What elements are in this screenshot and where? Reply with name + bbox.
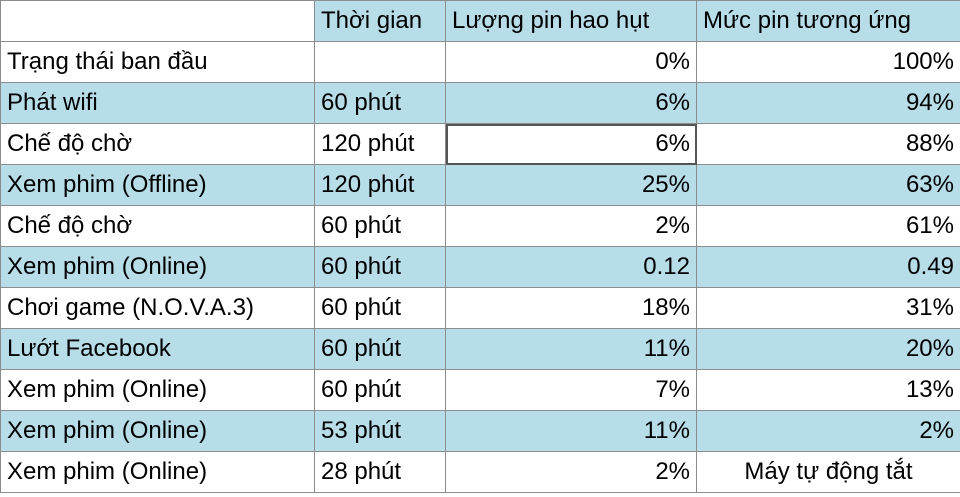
header-cell-activity[interactable] [0, 0, 315, 42]
cell-level[interactable]: 61% [696, 205, 960, 247]
table-row: Lướt Facebook 60 phút 11% 20% [0, 328, 960, 370]
header-cell-drain[interactable]: Lượng pin hao hụt [445, 0, 697, 42]
cell-level[interactable]: 31% [696, 287, 960, 329]
cell-drain[interactable]: 0% [445, 41, 697, 83]
cell-drain[interactable]: 0.12 [445, 246, 697, 288]
header-cell-duration[interactable]: Thời gian [314, 0, 446, 42]
cell-drain[interactable]: 7% [445, 369, 697, 411]
cell-drain[interactable]: 25% [445, 164, 697, 206]
cell-drain[interactable]: 11% [445, 328, 697, 370]
cell-duration[interactable]: 120 phút [314, 123, 446, 165]
table-row: Trạng thái ban đầu 0% 100% [0, 41, 960, 83]
cell-level[interactable]: 63% [696, 164, 960, 206]
cell-activity[interactable]: Chế độ chờ [0, 205, 315, 247]
selected-cell-drain[interactable]: 6% [445, 123, 697, 165]
header-cell-level[interactable]: Mức pin tương ứng [696, 0, 960, 42]
cell-activity[interactable]: Xem phim (Offline) [0, 164, 315, 206]
table-row: Xem phim (Online) 53 phút 11% 2% [0, 410, 960, 452]
table-row: Chơi game (N.O.V.A.3) 60 phút 18% 31% [0, 287, 960, 329]
cell-drain[interactable]: 6% [445, 82, 697, 124]
cell-duration[interactable]: 28 phút [314, 451, 446, 493]
cell-duration[interactable] [314, 41, 446, 83]
cell-duration[interactable]: 60 phút [314, 369, 446, 411]
header-row: Thời gian Lượng pin hao hụt Mức pin tươn… [0, 0, 960, 42]
cell-activity[interactable]: Trạng thái ban đầu [0, 41, 315, 83]
cell-duration[interactable]: 60 phút [314, 287, 446, 329]
cell-activity[interactable]: Xem phim (Online) [0, 369, 315, 411]
cell-level[interactable]: 2% [696, 410, 960, 452]
cell-activity[interactable]: Xem phim (Online) [0, 410, 315, 452]
cell-duration[interactable]: 60 phút [314, 328, 446, 370]
cell-duration[interactable]: 120 phút [314, 164, 446, 206]
cell-drain[interactable]: 2% [445, 205, 697, 247]
cell-level[interactable]: 0.49 [696, 246, 960, 288]
table-row: Phát wifi 60 phút 6% 94% [0, 82, 960, 124]
table-body: Trạng thái ban đầu 0% 100% Phát wifi 60 … [0, 41, 960, 493]
cell-level[interactable]: 20% [696, 328, 960, 370]
cell-level[interactable]: 13% [696, 369, 960, 411]
cell-drain[interactable]: 2% [445, 451, 697, 493]
cell-drain[interactable]: 18% [445, 287, 697, 329]
table-row: Chế độ chờ 120 phút 6% 88% [0, 123, 960, 165]
cell-activity[interactable]: Lướt Facebook [0, 328, 315, 370]
table-row: Xem phim (Online) 60 phút 0.12 0.49 [0, 246, 960, 288]
cell-activity[interactable]: Chơi game (N.O.V.A.3) [0, 287, 315, 329]
cell-duration[interactable]: 53 phút [314, 410, 446, 452]
cell-activity[interactable]: Chế độ chờ [0, 123, 315, 165]
cell-level[interactable]: 100% [696, 41, 960, 83]
cell-level[interactable]: 94% [696, 82, 960, 124]
cell-duration[interactable]: 60 phút [314, 205, 446, 247]
cell-activity[interactable]: Xem phim (Online) [0, 451, 315, 493]
cell-level[interactable]: Máy tự động tắt [696, 451, 960, 493]
cell-drain[interactable]: 11% [445, 410, 697, 452]
table-row: Xem phim (Offline) 120 phút 25% 63% [0, 164, 960, 206]
cell-activity[interactable]: Phát wifi [0, 82, 315, 124]
cell-activity[interactable]: Xem phim (Online) [0, 246, 315, 288]
table-row: Chế độ chờ 60 phút 2% 61% [0, 205, 960, 247]
table-row: Xem phim (Online) 28 phút 2% Máy tự động… [0, 451, 960, 493]
cell-duration[interactable]: 60 phút [314, 82, 446, 124]
cell-level[interactable]: 88% [696, 123, 960, 165]
cell-duration[interactable]: 60 phút [314, 246, 446, 288]
table-row: Xem phim (Online) 60 phút 7% 13% [0, 369, 960, 411]
